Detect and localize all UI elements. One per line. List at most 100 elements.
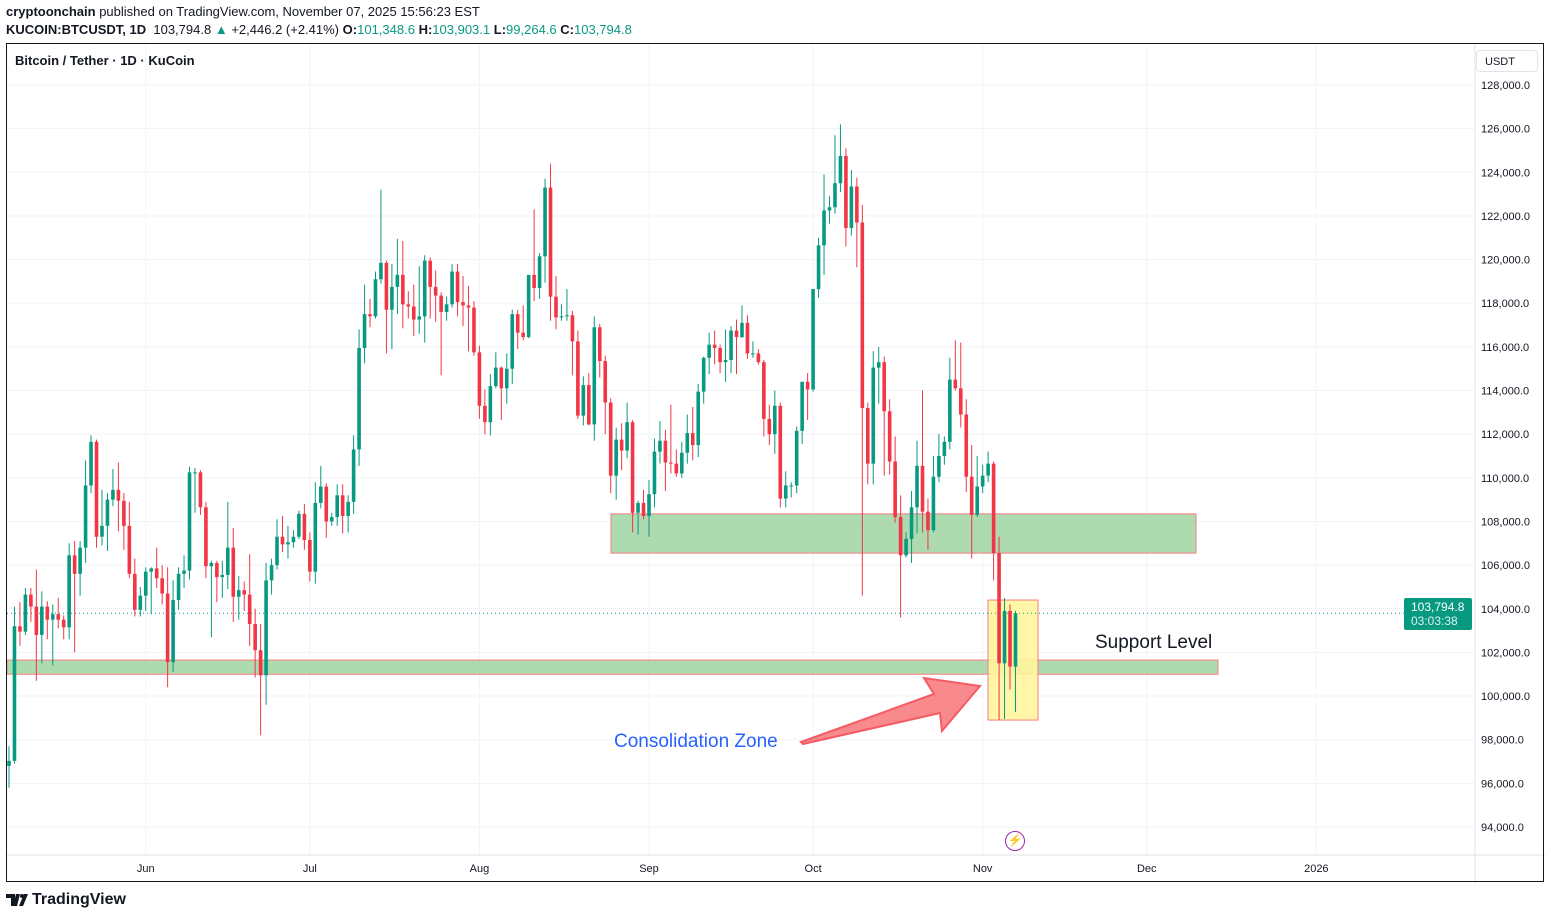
candle	[362, 284, 367, 364]
candle-body	[401, 274, 405, 305]
candle-body	[154, 568, 159, 579]
candle-body	[964, 414, 969, 477]
candle	[827, 196, 832, 224]
candle-body	[543, 187, 547, 257]
candle	[554, 275, 558, 330]
candle-body	[707, 344, 711, 358]
candle	[253, 608, 257, 678]
candle-body	[587, 385, 591, 425]
candle-body	[258, 650, 263, 676]
candle-body	[778, 405, 783, 499]
candle-body	[165, 593, 170, 663]
candle-body	[991, 463, 996, 554]
candle-body	[680, 452, 684, 474]
candle-body	[406, 304, 411, 307]
candle	[548, 163, 553, 321]
candle-body	[494, 367, 498, 387]
candle-body	[40, 606, 44, 635]
candle-body	[488, 386, 493, 423]
candle-body	[116, 489, 121, 501]
candle-body	[340, 495, 345, 517]
candle	[723, 329, 728, 382]
candle-body	[904, 538, 908, 556]
candle	[931, 456, 936, 533]
y-tick-label: 96,000.0	[1481, 778, 1524, 790]
candle	[762, 359, 766, 437]
candle	[34, 569, 39, 681]
candle-body	[909, 507, 914, 539]
candle	[587, 373, 591, 426]
candle-body	[499, 367, 504, 389]
candle	[707, 332, 711, 375]
candle	[1008, 604, 1012, 690]
candle	[833, 135, 837, 214]
y-tick-label: 108,000.0	[1481, 516, 1530, 528]
candle-body	[526, 274, 531, 338]
candle	[871, 351, 876, 485]
candle-body	[849, 186, 854, 228]
candle-body	[504, 368, 509, 389]
candle-body	[100, 525, 104, 537]
candle	[50, 604, 55, 666]
candle	[45, 601, 50, 640]
y-tick-label: 110,000.0	[1481, 473, 1529, 485]
candle	[127, 501, 132, 579]
candle	[329, 512, 334, 526]
candles	[7, 124, 1018, 788]
candle-body	[718, 347, 722, 363]
support-level-label: Support Level	[1095, 632, 1213, 653]
candle	[499, 366, 504, 420]
candle-body	[89, 441, 93, 486]
candle	[171, 580, 175, 673]
candle-body	[318, 486, 323, 503]
candle	[264, 562, 268, 705]
candle	[794, 426, 799, 494]
currency-button[interactable]: USDT	[1476, 50, 1538, 72]
candle	[701, 356, 706, 404]
x-tick-label: 2026	[1304, 863, 1328, 875]
author-name[interactable]: cryptoonchain	[6, 4, 96, 19]
candle-body	[362, 314, 367, 348]
low-label: L:	[493, 22, 507, 37]
candle	[526, 274, 531, 339]
candle	[291, 530, 296, 548]
candle	[669, 404, 673, 474]
candle	[308, 532, 312, 582]
candle	[280, 516, 285, 553]
candle	[778, 402, 783, 508]
candle-body	[171, 600, 175, 663]
candle-body	[133, 573, 137, 610]
candle	[909, 490, 914, 563]
tradingview-logo[interactable]: TradingView	[6, 891, 126, 909]
candle	[373, 271, 378, 319]
candle	[958, 342, 963, 428]
candle	[647, 480, 651, 537]
candle-body	[1002, 610, 1007, 664]
candle-body	[532, 274, 536, 288]
candle	[805, 373, 810, 420]
candle-body	[351, 449, 356, 502]
candle	[975, 456, 979, 518]
candle-body	[570, 315, 575, 342]
candle-body	[833, 183, 837, 208]
candle	[800, 381, 804, 444]
candle	[390, 263, 394, 350]
candle-body	[608, 402, 613, 476]
candle	[882, 356, 886, 476]
candle-body	[816, 245, 821, 290]
candle	[991, 461, 996, 581]
candle	[483, 389, 487, 435]
candle-body	[712, 344, 717, 348]
candle	[674, 449, 679, 477]
candle-body	[247, 594, 252, 625]
candle-body	[581, 385, 586, 416]
candle-body	[603, 361, 608, 403]
lightning-icon[interactable]: ⚡	[1005, 831, 1025, 851]
candle	[570, 310, 575, 376]
candle-body	[242, 590, 247, 595]
candle	[204, 501, 208, 579]
symbol-info: KUCOIN:BTCUSDT, 1D 103,794.8 ▲ +2,446.2 …	[6, 22, 632, 37]
candle-body	[313, 502, 318, 572]
y-tick-label: 122,000.0	[1481, 211, 1530, 223]
